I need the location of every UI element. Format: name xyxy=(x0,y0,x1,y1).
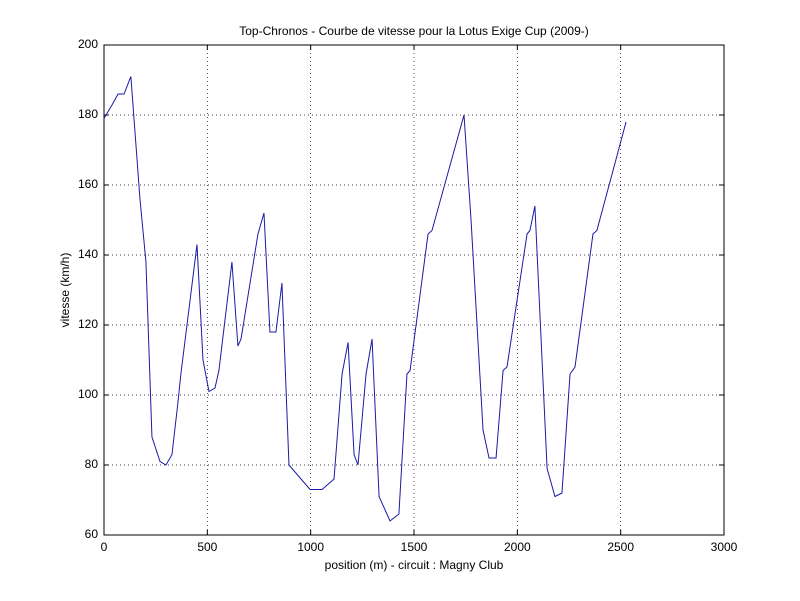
speed-line xyxy=(103,76,627,522)
x-tick-label: 2500 xyxy=(607,540,634,554)
y-tick-label: 120 xyxy=(78,317,98,331)
y-tick-label: 200 xyxy=(78,37,98,51)
chart-title: Top-Chronos - Courbe de vitesse pour la … xyxy=(239,24,589,38)
y-tick-label: 100 xyxy=(78,387,98,401)
y-tick-label: 180 xyxy=(78,107,98,121)
plot-frame xyxy=(103,44,725,536)
y-tick-label: 60 xyxy=(85,527,99,541)
x-tick-label: 3000 xyxy=(711,540,738,554)
x-tick-label: 2000 xyxy=(504,540,531,554)
x-tick-label: 500 xyxy=(197,540,217,554)
x-axis-label: position (m) - circuit : Magny Club xyxy=(325,558,504,572)
y-tick-label: 80 xyxy=(85,457,99,471)
x-tick-label: 1500 xyxy=(401,540,428,554)
x-tick-label: 1000 xyxy=(297,540,324,554)
y-axis-label: vitesse (km/h) xyxy=(58,253,72,328)
x-tick-label: 0 xyxy=(101,540,108,554)
y-tick-label: 140 xyxy=(78,247,98,261)
y-tick-label: 160 xyxy=(78,177,98,191)
